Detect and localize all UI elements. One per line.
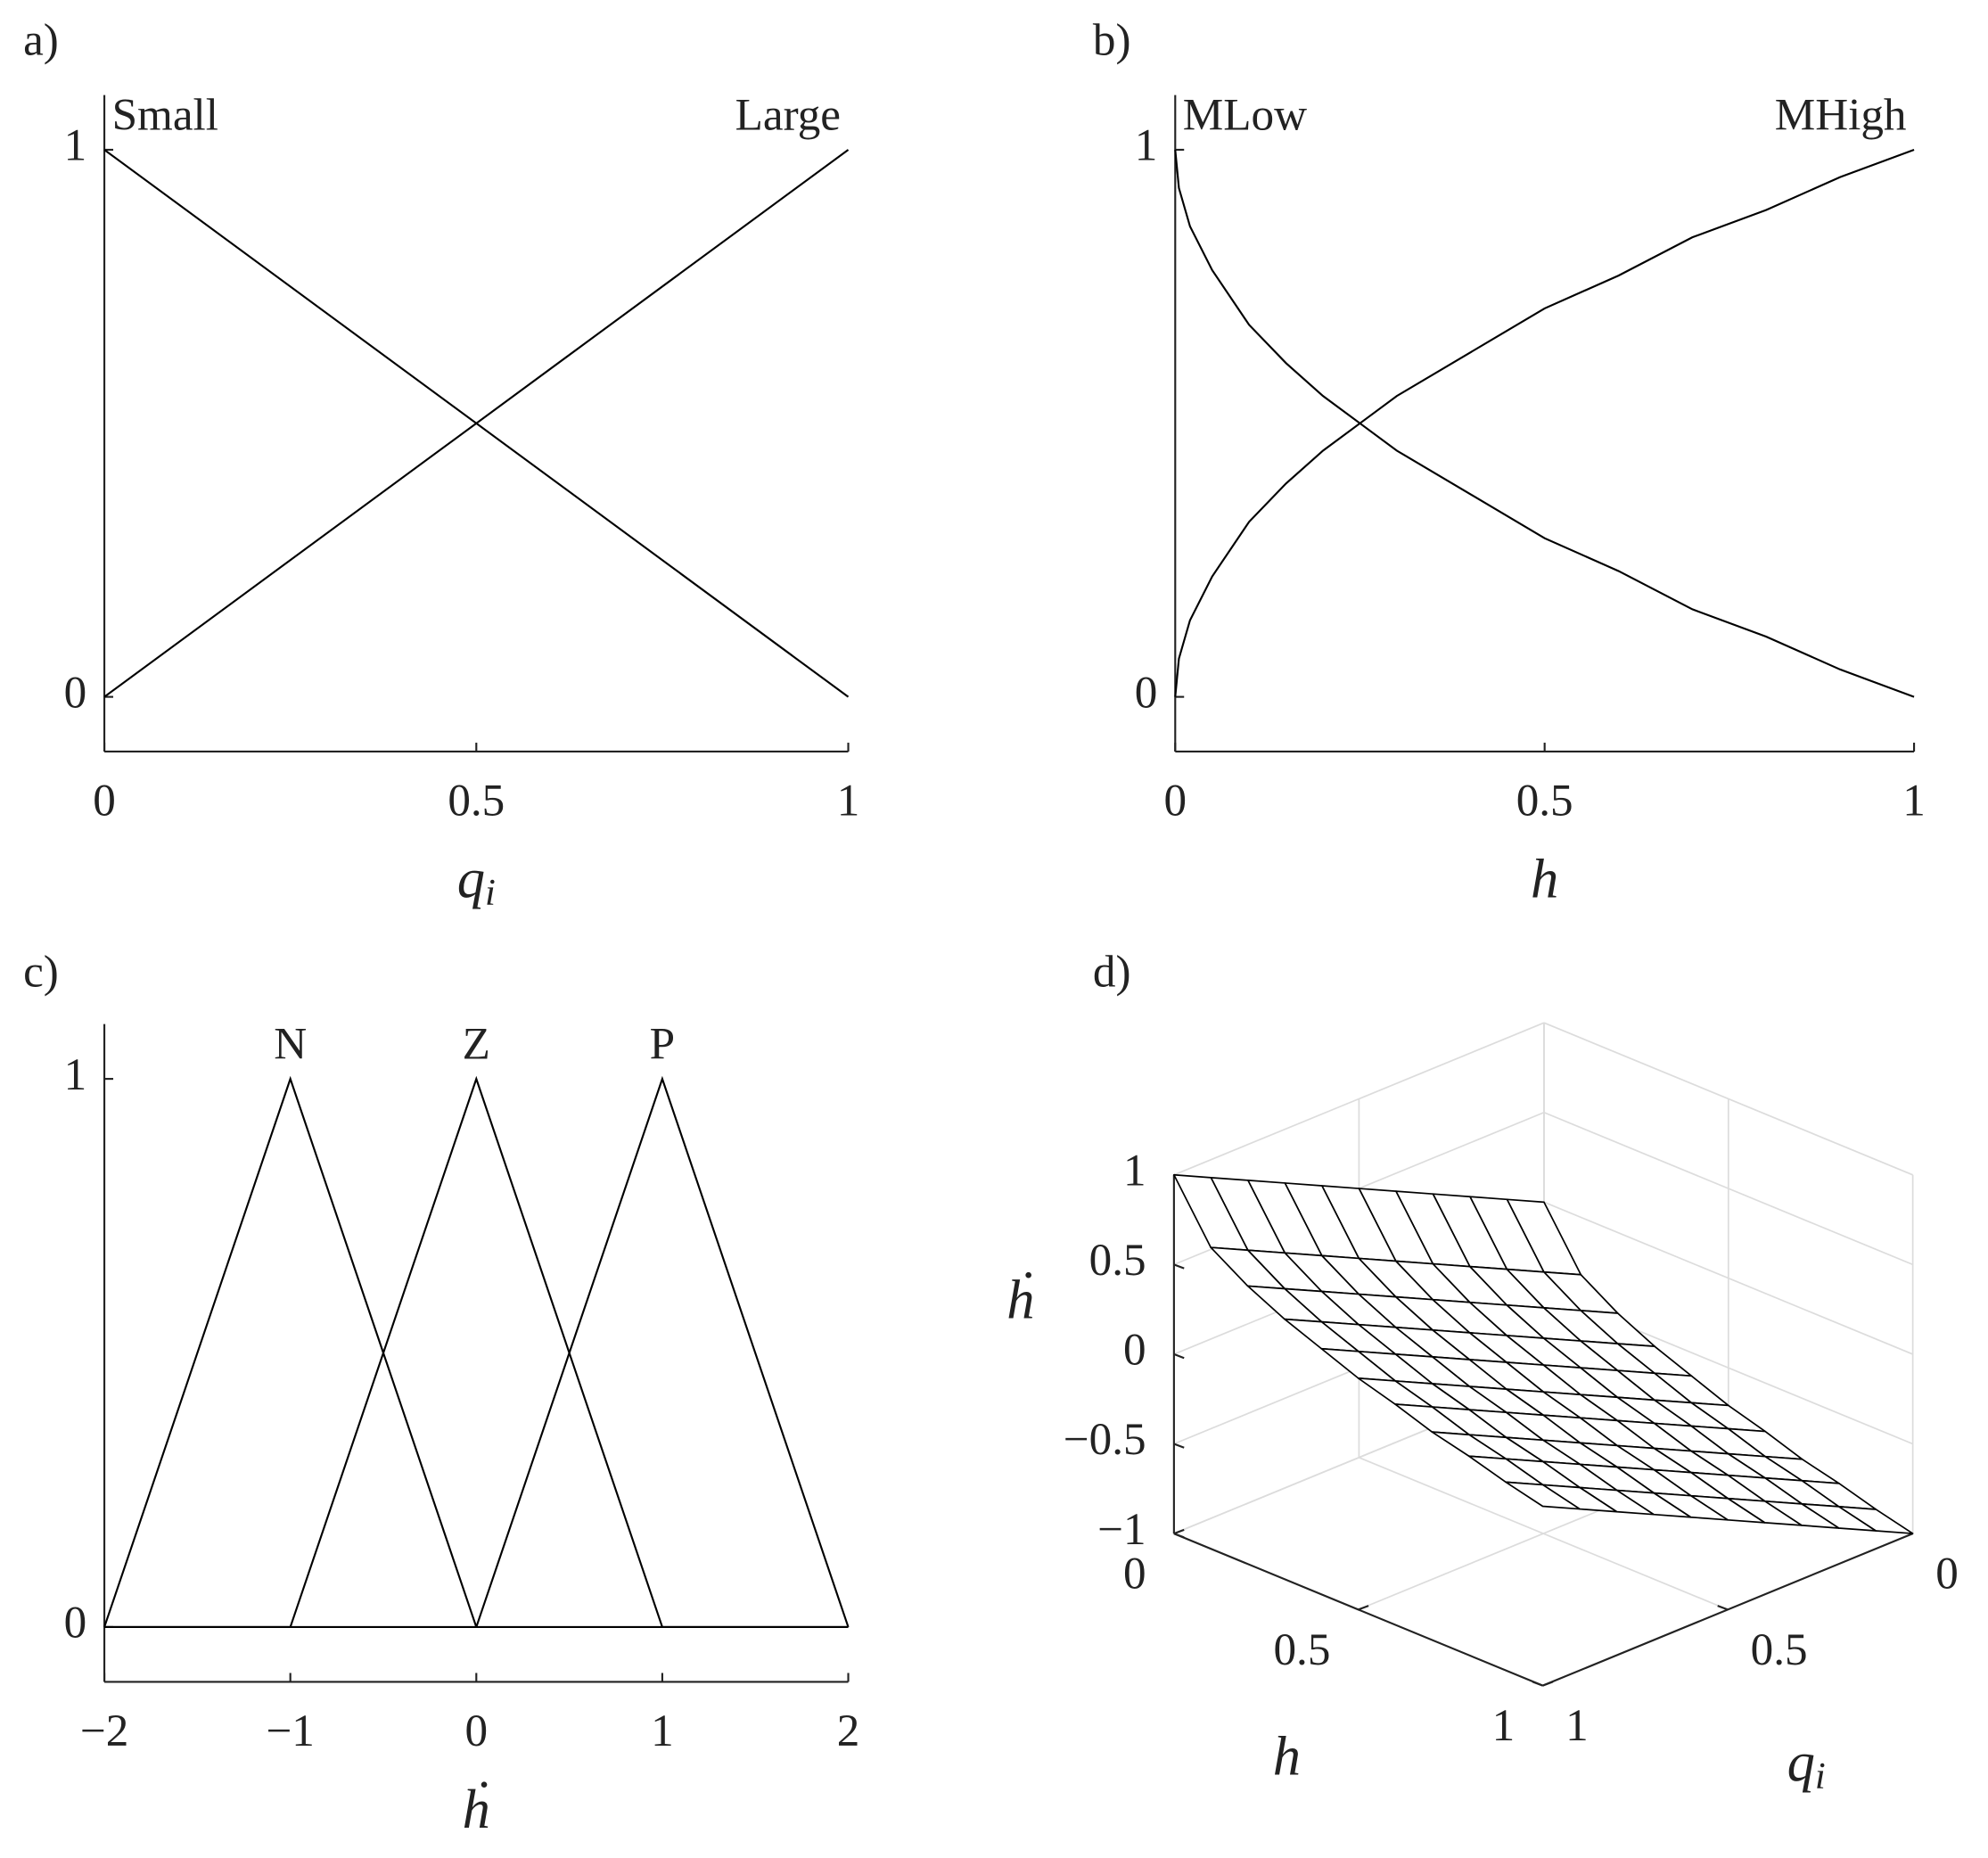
q-tick bbox=[1717, 1605, 1729, 1611]
x-axis-label: h bbox=[1531, 848, 1558, 910]
series-line bbox=[103, 1075, 849, 1628]
x-tick-label: −2 bbox=[80, 1706, 128, 1756]
h-axis bbox=[1173, 1533, 1543, 1687]
z-tick bbox=[1173, 1352, 1185, 1360]
h-tick-label: 1 bbox=[1492, 1700, 1516, 1751]
z-tick-label: −1 bbox=[1097, 1504, 1146, 1555]
y-tick-label: 0 bbox=[64, 667, 87, 718]
x-axis-label-base: q bbox=[457, 848, 485, 910]
panel-label: d) bbox=[1093, 946, 1131, 997]
x-tick-label: 0.5 bbox=[448, 775, 505, 826]
series-label: P bbox=[650, 1019, 675, 1070]
h-tick bbox=[1173, 1528, 1185, 1535]
x-tick-label: 0 bbox=[465, 1706, 489, 1756]
surface-cell bbox=[1505, 1481, 1581, 1510]
series-label: Z bbox=[463, 1019, 490, 1070]
h-tick bbox=[1358, 1605, 1369, 1611]
panel-label: a) bbox=[23, 15, 59, 66]
z-tick-label: 0 bbox=[1123, 1325, 1146, 1376]
q-axis-label-base: q bbox=[1787, 1731, 1815, 1793]
series-label: MHigh bbox=[1775, 90, 1907, 141]
x-tick-label: 1 bbox=[837, 775, 860, 826]
q-tick-label: 0 bbox=[1935, 1549, 1959, 1599]
x-tick-label: 1 bbox=[1902, 775, 1926, 826]
panel-label: b) bbox=[1093, 15, 1131, 66]
series-line bbox=[104, 1075, 849, 1628]
x-tick-label: 0.5 bbox=[1516, 775, 1573, 826]
z-axis-label: ḣ bbox=[1006, 1269, 1034, 1331]
y-tick-label: 1 bbox=[64, 120, 87, 171]
series-label: Small bbox=[112, 90, 218, 141]
series-label: MLow bbox=[1183, 90, 1307, 141]
x-tick-label: 0 bbox=[93, 775, 116, 826]
q-axis-label-sub: i bbox=[1815, 1755, 1826, 1797]
h-tick-label: 0.5 bbox=[1273, 1624, 1330, 1675]
y-tick-label: 1 bbox=[64, 1049, 87, 1100]
series-line bbox=[104, 1075, 850, 1628]
y-tick-label: 1 bbox=[1135, 120, 1158, 171]
q-tick-label: 0.5 bbox=[1751, 1624, 1808, 1675]
z-tick-label: 1 bbox=[1123, 1146, 1146, 1196]
series-line bbox=[103, 149, 850, 698]
y-tick-label: 0 bbox=[1135, 667, 1158, 718]
z-tick bbox=[1173, 1443, 1185, 1449]
panel-label: c) bbox=[23, 946, 59, 997]
x-tick-label: 0 bbox=[1163, 775, 1187, 826]
x-axis-label-sub: i bbox=[485, 872, 496, 914]
y-tick-label: 0 bbox=[64, 1598, 87, 1648]
series-label: N bbox=[274, 1019, 307, 1070]
z-tick bbox=[1173, 1263, 1185, 1270]
x-tick-label: 2 bbox=[837, 1706, 860, 1756]
h-tick-label: 0 bbox=[1123, 1549, 1146, 1599]
series-line bbox=[1174, 148, 1915, 697]
series-line bbox=[1174, 149, 1915, 698]
x-axis-label: qi bbox=[457, 848, 496, 914]
q-axis-label: qi bbox=[1787, 1731, 1826, 1796]
h-axis-label: h bbox=[1273, 1724, 1301, 1787]
z-tick-label: −0.5 bbox=[1064, 1414, 1146, 1465]
series-label: Large bbox=[735, 90, 841, 141]
x-tick-label: −1 bbox=[266, 1706, 314, 1756]
x-tick-label: 1 bbox=[651, 1706, 674, 1756]
x-axis-label: ḣ bbox=[463, 1778, 490, 1840]
q-axis bbox=[1542, 1533, 1914, 1687]
q-tick-label: 1 bbox=[1565, 1700, 1589, 1751]
z-tick-label: 0.5 bbox=[1089, 1235, 1146, 1286]
